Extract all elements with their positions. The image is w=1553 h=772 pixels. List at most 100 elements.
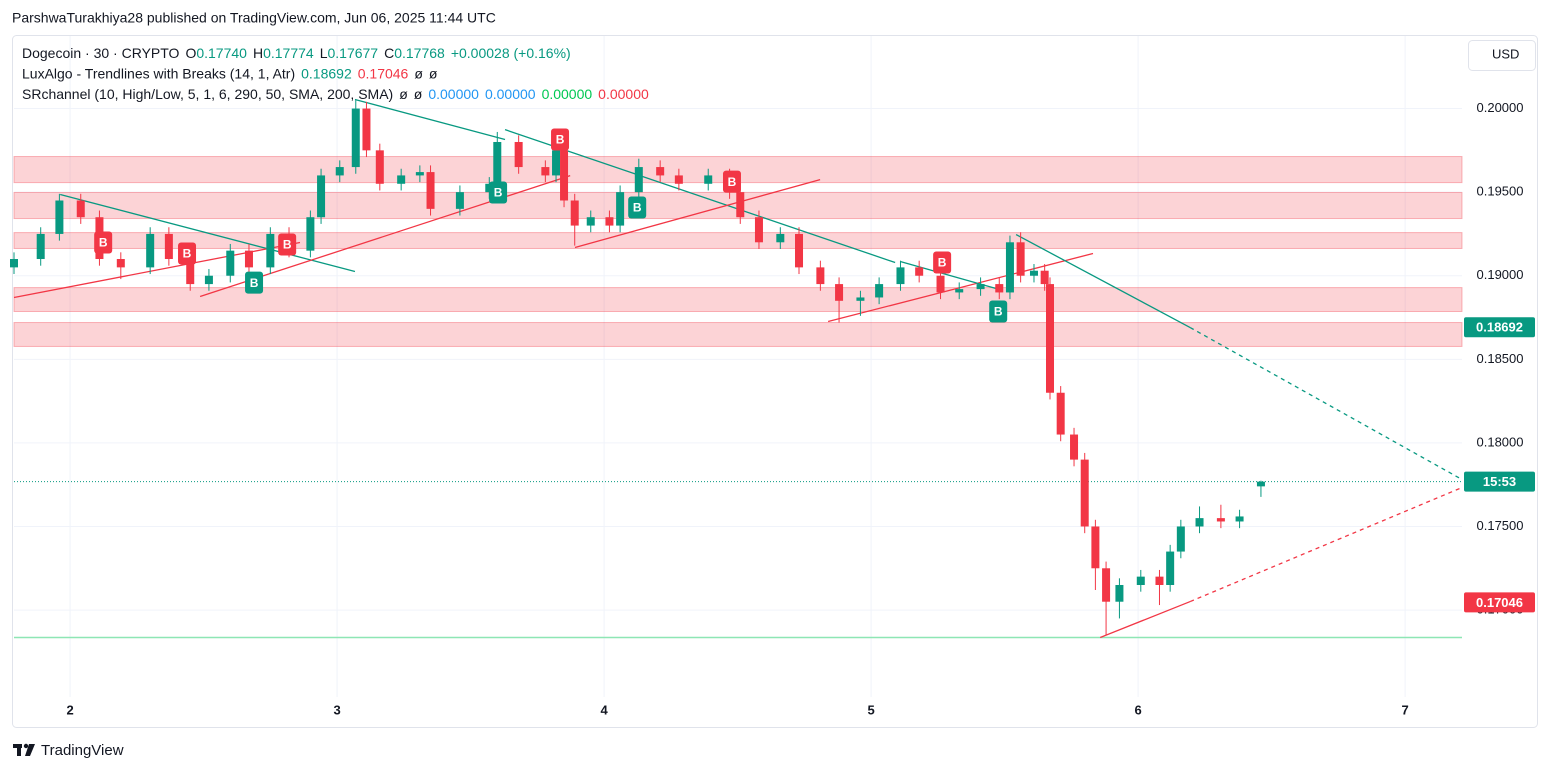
y-tick-label: 0.18000 xyxy=(1477,434,1524,449)
y-tick-label: 0.18500 xyxy=(1477,351,1524,366)
trendline xyxy=(1189,486,1463,603)
trendlines xyxy=(13,98,1463,639)
candle-body xyxy=(835,284,844,301)
candle-body xyxy=(10,259,18,268)
legend-item: Dogecoin · 30 · CRYPTO xyxy=(22,45,180,61)
legend-item: 0.00000 xyxy=(428,86,479,102)
candle-body xyxy=(605,217,614,226)
candle-body xyxy=(204,275,213,285)
legend-item: 0.18692 xyxy=(301,65,352,81)
candle-body xyxy=(976,284,985,290)
legend-item: 0.00000 xyxy=(542,86,593,102)
x-tick-label: 3 xyxy=(333,702,340,717)
candle-body xyxy=(1176,526,1185,552)
trendline xyxy=(1189,326,1463,481)
candle-body xyxy=(1016,242,1025,276)
price-label-box xyxy=(1464,592,1535,613)
candle-body xyxy=(656,167,665,176)
break-marker xyxy=(178,242,197,265)
brand-logo xyxy=(13,743,35,756)
break-marker xyxy=(278,233,297,256)
candle-body xyxy=(266,233,275,268)
legend-item: LuxAlgo - Trendlines with Breaks (14, 1,… xyxy=(22,65,295,81)
sr-zone xyxy=(13,322,1463,347)
trendline xyxy=(1015,234,1191,329)
price-label: 0.17046 xyxy=(1476,595,1523,610)
countdown-label: 15:53 xyxy=(1483,474,1516,489)
price-axis: 0.20000 0.19500 0.19000 0.18500 0.18000 0.175… xyxy=(66,100,1535,717)
candle-body xyxy=(116,259,125,268)
candle-body xyxy=(634,167,643,193)
candle-body xyxy=(552,150,561,176)
legend: Dogecoin · 30 · CRYPTO O0.17740 H0.17774 L 0… xyxy=(22,45,649,102)
trendline xyxy=(354,98,506,141)
legend-item: 0.17774 xyxy=(263,45,314,61)
candle-body xyxy=(1115,584,1124,602)
candle-body xyxy=(164,233,173,260)
candle-body xyxy=(955,289,964,293)
candle-body xyxy=(317,175,326,218)
break-marker-label: B xyxy=(183,247,192,261)
candle-body xyxy=(795,233,804,268)
break-marker xyxy=(628,196,647,219)
break-marker-label: B xyxy=(99,236,108,250)
legend-item: 0.17740 xyxy=(196,45,247,61)
trendline xyxy=(1099,600,1191,639)
legend-item: O xyxy=(185,45,196,61)
markers: B B B B B B B B B B xyxy=(94,128,1008,323)
candle-body xyxy=(1080,459,1089,527)
candle-body xyxy=(995,284,1004,293)
candle-body xyxy=(1195,518,1204,527)
break-marker xyxy=(245,271,264,294)
candle-body xyxy=(896,267,905,285)
y-tick-label: 0.19000 xyxy=(1477,267,1524,282)
legend-item: H xyxy=(253,45,263,61)
break-marker-label: B xyxy=(994,305,1003,319)
trendline xyxy=(504,129,896,264)
currency: USD xyxy=(1492,46,1519,61)
trendline xyxy=(60,193,356,273)
price-label: 0.18692 xyxy=(1476,320,1523,335)
candle-body xyxy=(754,217,763,243)
chart-frame xyxy=(12,35,1538,728)
price-label-box xyxy=(1464,317,1535,338)
candle-body xyxy=(776,233,785,243)
candle-body xyxy=(1256,481,1265,487)
candle-body xyxy=(936,275,945,293)
candle-body xyxy=(541,167,550,176)
grid xyxy=(14,36,1462,697)
legend-item: 0.00000 xyxy=(598,86,649,102)
sr-zone xyxy=(13,232,1463,249)
x-tick-label: 6 xyxy=(1134,702,1141,717)
candle-body xyxy=(736,192,745,218)
legend-item: ø xyxy=(414,86,423,102)
candle-body xyxy=(55,200,64,234)
x-tick-label: 7 xyxy=(1402,702,1409,717)
legend-item: C xyxy=(384,45,394,61)
candle-body xyxy=(1102,568,1111,602)
candle-body xyxy=(1166,551,1175,585)
candle-body xyxy=(186,259,195,285)
y-tick-label: 0.19500 xyxy=(1477,184,1524,199)
legend-item: L xyxy=(320,45,328,61)
candle-body xyxy=(36,233,45,260)
break-marker-label: B xyxy=(283,238,292,252)
candle-body xyxy=(1155,576,1164,585)
candle-body xyxy=(375,150,384,184)
break-marker xyxy=(722,170,741,193)
candle-body xyxy=(1136,576,1145,585)
break-marker xyxy=(489,181,508,204)
legend-item: 0.00000 xyxy=(485,86,536,102)
candle-body xyxy=(244,250,253,268)
currency-box[interactable] xyxy=(1468,40,1536,71)
candle-body xyxy=(455,192,464,209)
candle-body xyxy=(915,267,924,276)
candle-body xyxy=(875,284,884,298)
candle-body xyxy=(1040,270,1049,285)
legend-row: Dogecoin · 30 · CRYPTO O0.17740 H0.17774 L0… xyxy=(22,45,571,61)
y-tick-label: 0.20000 xyxy=(1477,100,1524,115)
candle-body xyxy=(674,175,683,184)
candle-body xyxy=(362,108,371,151)
trendline xyxy=(827,252,1094,323)
